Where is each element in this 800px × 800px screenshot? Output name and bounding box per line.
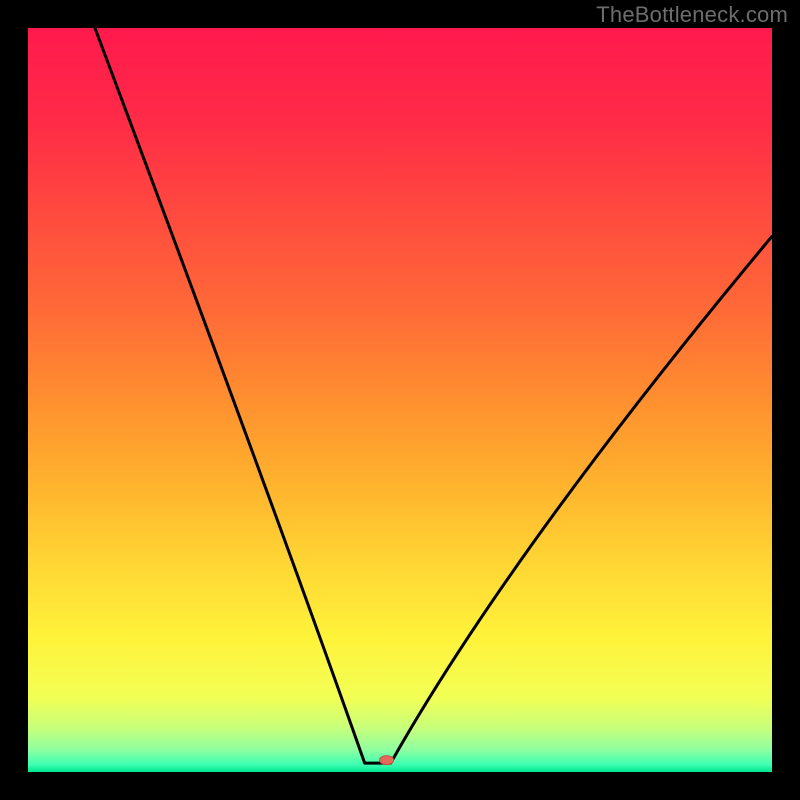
bottleneck-chart xyxy=(0,0,800,800)
watermark-text: TheBottleneck.com xyxy=(596,2,788,28)
optimum-marker xyxy=(380,756,394,765)
plot-background xyxy=(28,28,772,772)
chart-container: TheBottleneck.com xyxy=(0,0,800,800)
